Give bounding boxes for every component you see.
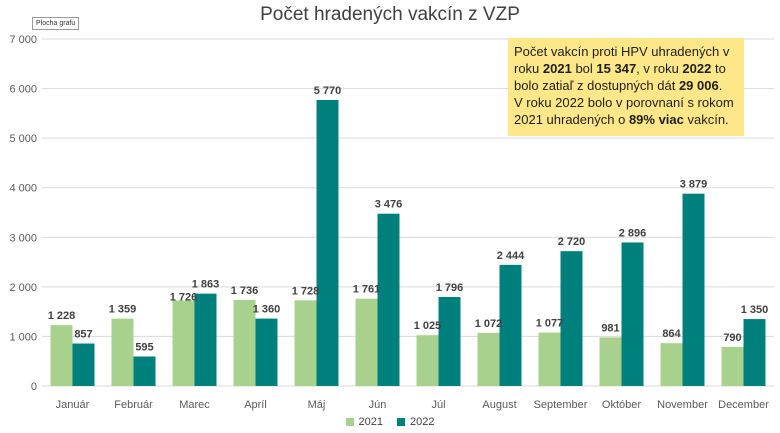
x-tick-label: Máj [308,399,326,411]
note-count-2022: 29 006 [678,78,719,93]
note-paragraph-2: V roku 2022 bolo v porovnaní s rokom 202… [514,94,738,128]
legend-item-2022: 2022 [397,416,434,428]
note-text: vakcín. [683,112,729,127]
bar-2021 [294,300,317,386]
data-label-2021: 1 025 [414,320,442,332]
data-label-2021: 981 [601,322,619,334]
data-label-2022: 2 720 [558,236,586,248]
bar-2022 [682,193,705,386]
data-label-2021: 1 736 [231,285,259,297]
legend-swatch-2022 [397,418,405,426]
data-label-2022: 857 [74,329,92,341]
x-tick-label: Január [56,399,90,411]
chart-title: Počet hradených vakcín z VZP [260,4,520,25]
y-tick-label: 6 000 [9,84,37,96]
note-year-2021: 2021 [542,61,572,76]
note-text: bol [571,61,597,76]
y-tick-label: 1 000 [9,331,37,343]
bar-2022 [377,213,400,386]
data-label-2021: 1 728 [292,285,320,297]
legend-label-2022: 2022 [410,416,435,428]
data-label-2022: 1 796 [436,282,464,294]
y-tick-label: 2 000 [9,282,37,294]
data-label-2021: 1 228 [48,310,76,322]
data-label-2021: 1 359 [109,304,137,316]
x-tick-label: Február [114,399,153,411]
bar-2022 [499,264,522,386]
x-tick-label: Jún [369,399,387,411]
x-tick-label: Apríl [244,399,267,411]
bar-2021 [172,300,195,386]
note-text: , v roku [636,61,683,76]
legend-swatch-2021 [345,418,354,426]
bar-2021 [721,346,744,386]
bar-2022 [133,356,156,386]
annotation-note: Počet vakcín proti HPV uhradených v roku… [508,38,744,136]
note-percent: 89% viac [628,112,684,127]
data-label-2021: 864 [662,328,681,340]
bar-2022 [438,296,461,386]
y-tick-label: 0 [31,381,37,393]
data-label-2022: 1 863 [192,279,220,291]
bar-2022 [743,319,766,386]
bar-2021 [355,298,378,386]
bar-2021 [111,318,134,386]
x-tick-label: Október [602,399,641,411]
x-tick-label: August [482,399,516,411]
data-label-2022: 3 476 [375,199,403,211]
bar-2022 [72,343,95,386]
bar-2021 [599,337,622,386]
x-tick-label: Júl [431,399,445,411]
x-tick-label: December [718,399,769,411]
note-count-2021: 15 347 [596,61,637,76]
data-label-2021: 1 072 [475,318,503,330]
data-label-2021: 1 077 [536,318,564,330]
note-paragraph-1: Počet vakcín proti HPV uhradených v roku… [514,43,738,94]
data-label-2022: 1 360 [253,304,281,316]
legend-item-2021: 2021 [345,416,383,428]
bar-2022 [255,318,278,386]
x-tick-label: November [657,399,708,411]
data-label-2022: 5 770 [314,85,342,97]
y-tick-label: 5 000 [9,133,37,145]
bar-2022 [560,251,583,386]
data-label-2022: 2 896 [619,227,647,239]
bar-2022 [621,242,644,386]
data-label-2022: 3 879 [680,179,708,191]
bar-2021 [416,335,439,386]
chart-area-tooltip: Plocha grafu [32,17,80,30]
y-tick-label: 4 000 [9,183,37,195]
note-year-2022: 2022 [682,61,712,76]
note-text: . [718,78,723,93]
note-text: Počet vakcín proti HPV uhradených v roku [514,44,730,76]
bar-2021 [233,299,256,386]
bar-2021 [477,332,500,386]
bar-2021 [50,325,73,386]
x-tick-label: Marec [179,399,210,411]
data-label-2021: 1 726 [170,292,198,304]
note-text: V roku 2022 bolo v porovnaní s rokom 202… [514,95,734,127]
bar-2021 [660,343,683,386]
bar-2022 [194,293,217,386]
data-label-2021: 790 [723,332,741,344]
data-label-2022: 2 444 [497,250,525,262]
x-tick-label: September [534,399,588,411]
bar-2022 [316,99,339,387]
y-tick-label: 7 000 [9,34,37,46]
note-text: to bolo zatiaľ z dostupných dát [514,61,726,93]
chart-legend: 2021 2022 [0,416,780,428]
y-tick-label: 3 000 [9,232,37,244]
bar-2021 [538,332,561,386]
legend-label-2021: 2021 [358,416,383,428]
data-label-2022: 1 350 [741,304,769,316]
data-label-2021: 1 761 [353,284,381,296]
data-label-2022: 595 [135,342,153,354]
